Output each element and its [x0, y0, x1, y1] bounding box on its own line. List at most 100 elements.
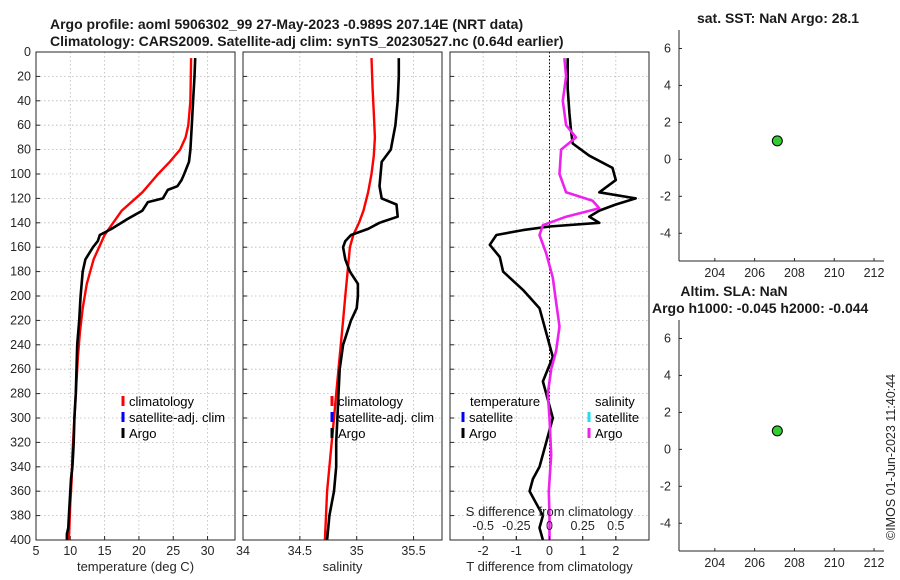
difference-xlabel: T difference from climatology — [466, 559, 633, 574]
diff-series-salinity-argo — [538, 57, 601, 540]
sla-title: Altim. SLA: NaN — [680, 283, 787, 299]
sla-panel: 204 206 208 210 212 -4 -2 0 2 4 6 — [660, 320, 885, 570]
temperature-ytick-label: 60 — [17, 118, 31, 132]
sst-xtick-label: 204 — [704, 266, 725, 280]
temperature-ytick-label: 120 — [10, 191, 31, 205]
temperature-xtick-label: 5 — [33, 544, 40, 558]
diff-xlabel-salinity: S difference from climatology — [466, 504, 634, 519]
diff-top-xtick-label: 0.25 — [570, 519, 594, 533]
diff-series-temperature-argo — [488, 58, 637, 541]
temperature-xtick-label: 20 — [132, 544, 146, 558]
diff-legend-temp-title: temperature — [470, 394, 540, 409]
sla-subtitle: Argo h1000: -0.045 h2000: -0.044 — [652, 300, 869, 316]
temperature-ytick-label: 360 — [10, 484, 31, 498]
temperature-ytick-label: 100 — [10, 167, 31, 181]
sal-series-argo — [325, 58, 401, 541]
main-title-line2: Climatology: CARS2009. Satellite-adj cli… — [50, 33, 564, 49]
diff-top-xtick-label: 0.5 — [607, 519, 624, 533]
sla-ytick-label: 2 — [664, 405, 671, 419]
sal-frame — [242, 51, 443, 541]
sst-ytick-label: 2 — [664, 115, 671, 129]
difference-xtick-label: 0 — [546, 544, 553, 558]
difference-xtick-label: 2 — [612, 544, 619, 558]
sst-ytick-label: 4 — [664, 78, 671, 92]
sla-xtick-label: 212 — [864, 556, 885, 570]
salinity-xlabel: salinity — [323, 559, 363, 574]
temperature-panel: 5 10 15 20 25 3002040608010012014016018020022… — [10, 45, 236, 574]
salinity-xtick-label: 34 — [236, 544, 250, 558]
main-title-line1: Argo profile: aoml 5906302_99 27-May-202… — [50, 16, 523, 32]
temperature-ytick-label: 200 — [10, 289, 31, 303]
temp-series-climatology — [67, 58, 193, 541]
temperature-ytick-label: 320 — [10, 435, 31, 449]
sla-xtick-label: 206 — [744, 556, 765, 570]
diff-sal-legend-label: Argo — [595, 426, 622, 441]
diff-top-xtick-label: 0 — [546, 519, 553, 533]
temperature-xtick-label: 25 — [166, 544, 180, 558]
sst-xtick-label: 210 — [824, 266, 845, 280]
sla-ytick-label: 4 — [664, 368, 671, 382]
sst-xtick-label: 208 — [784, 266, 805, 280]
temperature-ytick-label: 260 — [10, 362, 31, 376]
difference-panel: -2 -1 0 1 2T difference from climatology -0.5… — [449, 51, 650, 574]
temperature-ytick-label: 0 — [24, 45, 31, 59]
temp-frame — [35, 51, 236, 541]
difference-xtick-label: -2 — [478, 544, 489, 558]
temperature-ytick-label: 160 — [10, 240, 31, 254]
sst-xtick-label: 212 — [864, 266, 885, 280]
temp-legend-label: Argo — [129, 426, 156, 441]
sla-xtick-label: 208 — [784, 556, 805, 570]
sal-legend-label: Argo — [338, 426, 365, 441]
temperature-ytick-label: 80 — [17, 143, 31, 157]
sla-point — [771, 425, 783, 437]
salinity-xtick-label: 34.5 — [288, 544, 312, 558]
temperature-ytick-label: 380 — [10, 509, 31, 523]
temp-series-argo — [65, 58, 197, 540]
diff-sal-legend-label: satellite — [595, 410, 639, 425]
sst-ytick-label: 0 — [664, 152, 671, 166]
temperature-ytick-label: 220 — [10, 313, 31, 327]
sst-panel: 204 206 208 210 212 -4 -2 0 2 4 6 — [660, 30, 885, 280]
diff-top-xtick-label: -0.25 — [502, 519, 531, 533]
sst-ytick-label: -4 — [660, 226, 671, 240]
sla-xtick-label: 204 — [704, 556, 725, 570]
temperature-ytick-label: 240 — [10, 338, 31, 352]
sst-ytick-label: -2 — [660, 189, 671, 203]
diff-temp-legend-label: Argo — [469, 426, 496, 441]
sst-title: sat. SST: NaN Argo: 28.1 — [697, 10, 859, 26]
difference-xtick-label: -1 — [511, 544, 522, 558]
temperature-ytick-label: 300 — [10, 411, 31, 425]
sla-ytick-label: -2 — [660, 479, 671, 493]
sal-series-climatology — [323, 58, 377, 541]
temperature-xtick-label: 10 — [63, 544, 77, 558]
temperature-ytick-label: 340 — [10, 460, 31, 474]
temperature-xtick-label: 30 — [201, 544, 215, 558]
diff-temp-legend-label: satellite — [469, 410, 513, 425]
temperature-ytick-label: 180 — [10, 265, 31, 279]
temperature-xlabel: temperature (deg C) — [77, 559, 194, 574]
sla-ytick-label: 0 — [664, 442, 671, 456]
diff-top-xtick-label: -0.5 — [472, 519, 494, 533]
sal-legend-label: satellite-adj. clim — [338, 410, 434, 425]
sla-xtick-label: 210 — [824, 556, 845, 570]
temperature-ytick-label: 280 — [10, 387, 31, 401]
temp-legend-label: satellite-adj. clim — [129, 410, 225, 425]
sla-ytick-label: 6 — [664, 331, 671, 345]
diff-legend-sal-title: salinity — [595, 394, 635, 409]
sst-xtick-label: 206 — [744, 266, 765, 280]
temperature-ytick-label: 140 — [10, 216, 31, 230]
salinity-xtick-label: 35 — [350, 544, 364, 558]
salinity-xtick-label: 35.5 — [401, 544, 425, 558]
sst-point — [771, 135, 783, 147]
temperature-ytick-label: 40 — [17, 94, 31, 108]
temperature-ytick-label: 400 — [10, 533, 31, 547]
salinity-panel: 34 34.5 35 35.5 salinity climatologysatellite… — [236, 51, 443, 574]
temperature-xtick-label: 15 — [98, 544, 112, 558]
difference-xtick-label: 1 — [579, 544, 586, 558]
sst-ytick-label: 6 — [664, 41, 671, 55]
temp-legend-label: climatology — [129, 394, 195, 409]
sla-ytick-label: -4 — [660, 516, 671, 530]
temperature-ytick-label: 20 — [17, 69, 31, 83]
sal-legend-label: climatology — [338, 394, 404, 409]
